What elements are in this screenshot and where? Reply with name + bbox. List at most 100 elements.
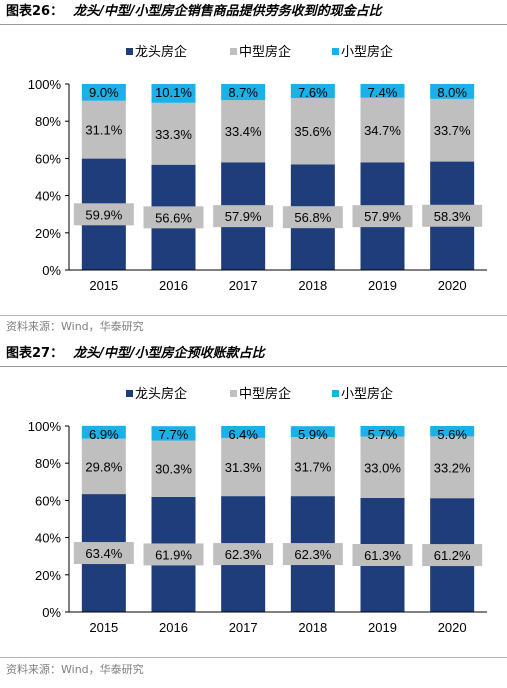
data-label: 59.9% (85, 207, 122, 222)
data-label-box (73, 203, 134, 226)
chart-svg: 龙头房企 中型房企 小型房企 0% 20% 40% 60% 80% 100% 59.9% 31.1%… (28, 44, 487, 293)
data-label: 7.6% (298, 85, 328, 100)
bar-segment (430, 426, 475, 437)
legend-swatch (332, 48, 339, 55)
source-rule (0, 315, 507, 316)
figure-caption: 龙头/中型/小型房企预收账款占比 (73, 346, 265, 361)
data-label-box (282, 206, 343, 229)
y-tick-label: 60% (35, 151, 61, 166)
data-label: 5.7% (368, 427, 398, 442)
y-tick-label: 80% (35, 114, 61, 129)
figure-number: 图表27： (6, 346, 64, 361)
data-label-box (143, 543, 204, 566)
bar-segment (81, 84, 126, 101)
bar-segment (360, 436, 405, 498)
data-label: 33.0% (364, 460, 401, 475)
bar-segment (290, 84, 335, 99)
data-label: 8.7% (228, 85, 258, 100)
bar-segment (151, 440, 196, 497)
bar-segment (430, 98, 475, 162)
data-label: 57.9% (225, 209, 262, 224)
bar-segment (360, 84, 405, 98)
data-label: 62.3% (225, 547, 262, 562)
data-label: 7.4% (368, 85, 398, 100)
x-tick-label: 2015 (89, 620, 118, 635)
legend-swatch (332, 390, 339, 397)
data-label: 31.3% (225, 460, 262, 475)
data-label-box (213, 543, 274, 566)
data-label: 34.7% (364, 123, 401, 138)
x-tick-label: 2020 (438, 620, 467, 635)
legend-swatch (230, 390, 237, 397)
data-label-box (352, 543, 413, 566)
data-label-box (422, 204, 483, 227)
x-tick-label: 2017 (229, 620, 258, 635)
x-tick-label: 2018 (298, 278, 327, 293)
y-tick-label: 100% (28, 419, 62, 434)
data-label: 6.9% (89, 427, 119, 442)
data-label: 7.7% (159, 427, 189, 442)
stacked-bar-chart: 龙头房企 中型房企 小型房企 0% 20% 40% 60% 80% 100% 63.4% 29.8%… (0, 368, 507, 656)
source-note: 资料来源：Wind，华泰研究 (6, 320, 144, 333)
data-label: 61.3% (364, 548, 401, 563)
data-label: 31.1% (85, 123, 122, 138)
data-label: 8.0% (437, 85, 467, 100)
y-tick-label: 0% (42, 605, 61, 620)
data-label: 61.9% (155, 547, 192, 562)
bar-segment (221, 426, 266, 438)
x-tick-label: 2018 (298, 620, 327, 635)
bar-segment (81, 100, 126, 159)
data-label: 5.9% (298, 427, 328, 442)
title-rule (0, 366, 507, 367)
y-tick-label: 60% (35, 493, 61, 508)
title-rule (0, 24, 507, 25)
figure-number: 图表26： (6, 4, 64, 19)
bar-segment (221, 84, 266, 101)
data-label-box (422, 544, 483, 567)
bar-segment (221, 437, 266, 497)
y-tick-label: 40% (35, 189, 61, 204)
data-label: 63.4% (85, 546, 122, 561)
source-note: 资料来源：Wind，华泰研究 (6, 663, 144, 676)
data-label-box (143, 206, 204, 229)
bar-segment (151, 426, 196, 441)
bar-segment (151, 102, 196, 165)
legend-label: 小型房企 (341, 44, 393, 59)
data-label: 10.1% (155, 85, 192, 100)
data-label: 29.8% (85, 459, 122, 474)
figure-title: 图表26： 龙头/中型/小型房企销售商品提供劳务收到的现金占比 (6, 3, 382, 21)
bar-segment (360, 97, 405, 163)
bar-segment (290, 98, 335, 165)
x-tick-label: 2016 (159, 278, 188, 293)
bar-segment (81, 438, 126, 495)
bar-segment (430, 436, 475, 499)
data-label: 62.3% (294, 547, 331, 562)
y-tick-label: 20% (35, 568, 61, 583)
source-rule (0, 657, 507, 658)
bar-segment (151, 84, 196, 103)
data-label-box (282, 543, 343, 566)
data-label: 33.2% (434, 460, 471, 475)
legend-label: 龙头房企 (135, 44, 187, 59)
legend-label: 龙头房企 (135, 386, 187, 401)
data-label: 31.7% (294, 460, 331, 475)
x-tick-label: 2015 (89, 278, 118, 293)
bar-segment (290, 426, 335, 438)
x-tick-label: 2017 (229, 278, 258, 293)
data-label: 35.6% (294, 124, 331, 139)
bar-segment (81, 425, 126, 439)
x-tick-label: 2019 (368, 278, 397, 293)
data-label-box (213, 205, 274, 228)
bar-segment (360, 426, 405, 437)
chart-svg: 龙头房企 中型房企 小型房企 0% 20% 40% 60% 80% 100% 63.4% 29.8%… (28, 386, 487, 635)
x-tick-label: 2020 (438, 278, 467, 293)
y-tick-label: 40% (35, 531, 61, 546)
bar-segment (430, 84, 475, 99)
data-label: 5.6% (437, 427, 467, 442)
legend-label: 中型房企 (239, 386, 291, 401)
data-label-box (352, 205, 413, 228)
data-label: 9.0% (89, 85, 119, 100)
data-label: 58.3% (434, 209, 471, 224)
data-label: 30.3% (155, 462, 192, 477)
legend-swatch (126, 390, 133, 397)
